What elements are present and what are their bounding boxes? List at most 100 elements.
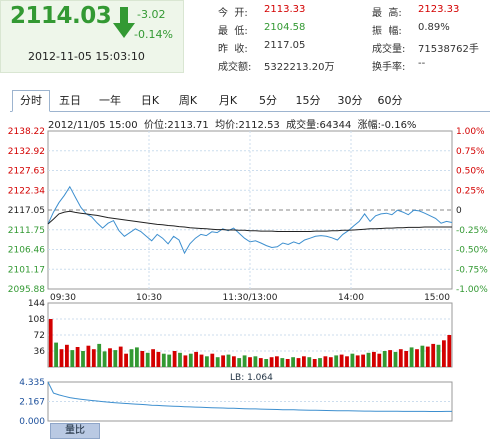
volume-bar (226, 354, 231, 367)
field-label-low: 最 低: (218, 26, 248, 37)
volume-bar (258, 358, 263, 367)
volume-bar (334, 355, 339, 367)
volume-bar (447, 335, 452, 367)
volume-ratio-label: LB: 1.064 (230, 373, 273, 383)
volume-bar (97, 343, 102, 367)
x-tick-label: 11:30/13:00 (223, 293, 278, 303)
volume-bar (237, 358, 242, 367)
field-value-volume: 71538762手 (418, 44, 479, 55)
volume-bar (221, 355, 225, 367)
field-value-low: 2104.58 (264, 22, 306, 33)
volume-bar (48, 319, 53, 367)
field-label-turnover-rate: 换手率: (372, 62, 406, 73)
volume-bar (124, 353, 128, 367)
y-left-tick-label: 2101.17 (8, 265, 45, 275)
tab-30min[interactable]: 30分 (337, 94, 363, 107)
volume-ratio-panel-chart: 4.335 2.167 0.000 (19, 378, 453, 427)
volume-bar (129, 349, 134, 367)
volume-bar (135, 347, 139, 367)
volume-bar (318, 358, 322, 367)
volume-bar (199, 354, 204, 367)
y-right-tick-label: 0.75% (456, 147, 485, 157)
volume-bar (350, 353, 355, 367)
x-tick-label: 14:00 (338, 293, 364, 303)
y-right-tick-label: 0.25% (456, 186, 485, 196)
y-left-tick-label: 2127.63 (8, 167, 45, 177)
field-value-prev-close: 2117.05 (264, 40, 306, 51)
x-tick-label: 09:30 (50, 293, 76, 303)
volume-bar (420, 345, 425, 367)
y-right-tick-label: -0.75% (456, 265, 488, 275)
price-plot-frame (47, 130, 453, 290)
volume-bar (151, 349, 155, 367)
price-panel-chart: 2138.22 1.00% 2132.92 0.75% 2127.63 0.50% 2122… (8, 127, 489, 303)
tab-volume-ratio[interactable]: 量比 (50, 423, 100, 439)
tab-5min[interactable]: 5分 (259, 94, 277, 107)
volume-bar (264, 359, 269, 367)
volume-bar (285, 359, 290, 367)
volume-y-tick-label: 36 (34, 347, 46, 357)
tab-five-day[interactable]: 五日 (59, 94, 81, 107)
volume-bar (215, 357, 220, 367)
volume-bar (161, 353, 166, 367)
volume-bar (232, 356, 236, 367)
volume-plot-frame (47, 302, 453, 368)
volume-panel-chart: 144 108 72 36 (28, 299, 453, 368)
volume-y-tick-label: 108 (28, 315, 45, 325)
volume-bar (296, 358, 301, 367)
tab-intraday[interactable]: 分时 (12, 90, 50, 112)
y-left-tick-label: 2132.92 (8, 147, 45, 157)
field-label-prev-close: 昨 收: (218, 44, 248, 55)
volume-y-tick-label: 144 (28, 299, 45, 309)
field-label-turnover: 成交额: (218, 62, 252, 73)
down-arrow-icon (113, 7, 135, 38)
volume-y-tick-label: 72 (34, 331, 45, 341)
volume-bar (339, 354, 344, 367)
volume-bar (323, 356, 328, 367)
tab-monthly-k[interactable]: 月K (218, 94, 238, 107)
volume-bar (242, 355, 247, 367)
volume-bar (210, 353, 215, 367)
volume-bar (398, 349, 403, 367)
volume-bar (172, 351, 177, 367)
volume-bar (366, 352, 371, 367)
tab-one-year[interactable]: 一年 (99, 94, 121, 107)
volume-bar (404, 351, 409, 367)
volume-bar (70, 350, 75, 367)
x-tick-label: 15:00 (424, 293, 450, 303)
volume-ratio-y-tick-label: 2.167 (19, 398, 45, 408)
volume-bar (269, 357, 274, 367)
volume-bar (431, 343, 436, 367)
tab-daily-k[interactable]: 日K (140, 94, 160, 107)
volume-bar (65, 344, 69, 367)
current-price: 2114.03 (10, 3, 112, 29)
x-tick-label: 10:30 (136, 293, 162, 303)
volume-bar (377, 353, 382, 367)
price-change-percent: -0.14% (134, 28, 173, 41)
volume-bar (167, 354, 172, 367)
volume-bar (345, 356, 349, 367)
volume-bar (183, 355, 188, 367)
volume-bar (328, 357, 333, 367)
volume-bar (425, 346, 430, 367)
tab-15min[interactable]: 15分 (295, 94, 321, 107)
volume-bar (194, 351, 198, 367)
tab-60min[interactable]: 60分 (377, 94, 403, 107)
field-label-high: 最 高: (372, 8, 402, 19)
volume-bar (442, 340, 446, 367)
tab-weekly-k[interactable]: 周K (178, 94, 198, 107)
volume-bar (307, 357, 312, 367)
y-right-tick-label: -0.50% (456, 246, 488, 256)
volume-bar (312, 359, 317, 367)
price-panel: 2114.03 -3.02 -0.14% 2012-11-05 15:03:10 (0, 0, 184, 73)
volume-bar (302, 356, 306, 367)
field-value-open: 2113.33 (264, 4, 306, 15)
volume-bar (253, 356, 258, 367)
volume-bar (91, 349, 96, 367)
volume-ratio-y-tick-label: 4.335 (19, 378, 45, 388)
y-left-tick-label: 2117.05 (8, 206, 45, 216)
volume-bar (113, 350, 118, 367)
volume-bar (372, 351, 376, 367)
volume-bar (355, 355, 360, 367)
quote-header: 2114.03 -3.02 -0.14% 2012-11-05 15:03:10… (0, 0, 500, 76)
